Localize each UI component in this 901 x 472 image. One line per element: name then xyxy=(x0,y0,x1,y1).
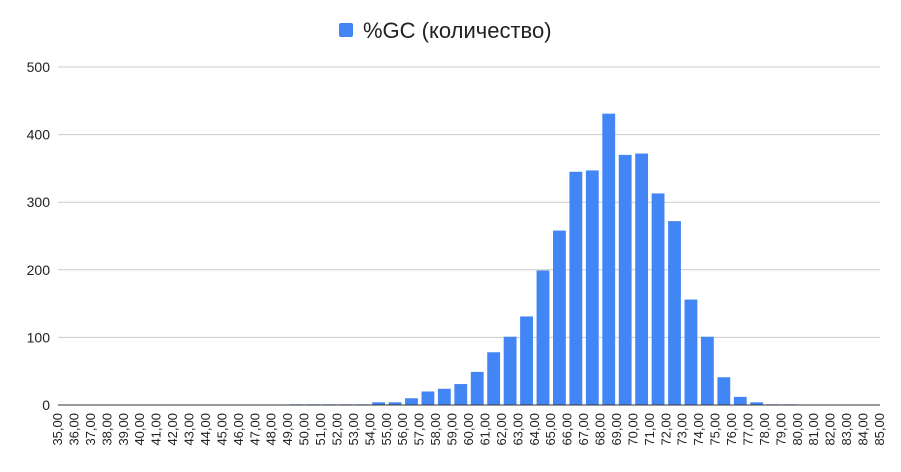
bar-68-00 xyxy=(602,113,616,406)
x-tick-label: 58,00 xyxy=(428,413,443,446)
x-tick-label: 74,00 xyxy=(691,413,706,446)
x-tick-label: 80,00 xyxy=(790,413,805,446)
x-tick-label: 49,00 xyxy=(280,413,295,446)
x-tick-label: 70,00 xyxy=(625,413,640,446)
x-tick-label: 46,00 xyxy=(231,413,246,446)
x-tick-label: 53,00 xyxy=(346,413,361,446)
y-tick-label: 400 xyxy=(27,127,51,143)
x-tick-label: 40,00 xyxy=(132,413,147,446)
bar-65-00 xyxy=(553,230,566,405)
x-tick-label: 36,00 xyxy=(66,413,81,446)
x-tick-labels: 35,00 36,00 37,00 38,00 39,00 40,00 41,00 42,00… xyxy=(50,413,887,446)
bar-76-00 xyxy=(733,396,747,405)
x-tick-label: 67,00 xyxy=(576,413,591,446)
x-tick-label: 72,00 xyxy=(658,413,673,446)
bar-64-00 xyxy=(536,270,550,405)
legend-label: %GC (количество) xyxy=(363,18,552,43)
bar-60-00 xyxy=(470,371,484,405)
x-tick-label: 64,00 xyxy=(527,413,542,446)
bar-70-00 xyxy=(635,153,649,405)
x-tick-label: 75,00 xyxy=(708,413,723,446)
bar-59-00 xyxy=(454,384,468,405)
x-tick-label: 48,00 xyxy=(264,413,279,446)
x-tick-label: 82,00 xyxy=(823,413,838,446)
bar-74-00 xyxy=(700,336,714,405)
x-tick-label: 41,00 xyxy=(149,413,164,446)
bar-61-00 xyxy=(487,352,501,405)
x-tick-label: 68,00 xyxy=(593,413,608,446)
x-tick-label: 38,00 xyxy=(99,413,114,446)
x-tick-label: 78,00 xyxy=(757,413,772,446)
bar-75-00 xyxy=(717,377,731,405)
x-tick-label: 42,00 xyxy=(165,413,180,446)
bar-55-00 xyxy=(388,402,402,405)
bars xyxy=(289,113,796,406)
x-tick-label: 52,00 xyxy=(329,413,344,446)
x-tick-label: 76,00 xyxy=(724,413,739,446)
y-tick-label: 100 xyxy=(27,329,51,345)
bar-62-00 xyxy=(503,336,517,405)
x-tick-label: 43,00 xyxy=(182,413,197,446)
bar-67-00 xyxy=(585,170,599,405)
x-tick-label: 57,00 xyxy=(412,413,427,446)
x-tick-label: 47,00 xyxy=(247,413,262,446)
x-tick-label: 69,00 xyxy=(609,413,624,446)
bar-58-00 xyxy=(437,388,451,405)
x-tick-label: 39,00 xyxy=(116,413,131,446)
legend: %GC (количество) xyxy=(339,18,552,43)
x-tick-label: 61,00 xyxy=(477,413,492,446)
x-tick-label: 44,00 xyxy=(198,413,213,446)
bar-73-00 xyxy=(684,299,698,405)
x-tick-label: 66,00 xyxy=(560,413,575,446)
x-tick-label: 35,00 xyxy=(50,413,65,446)
x-tick-label: 56,00 xyxy=(395,413,410,446)
grid-lines xyxy=(58,66,880,338)
y-tick-labels: 0 100 200 300 400 500 xyxy=(27,59,51,413)
y-tick-label: 300 xyxy=(27,194,51,210)
x-tick-label: 45,00 xyxy=(214,413,229,446)
x-tick-label: 83,00 xyxy=(839,413,854,446)
x-tick-label: 73,00 xyxy=(675,413,690,446)
x-tick-label: 55,00 xyxy=(379,413,394,446)
bar-77-00 xyxy=(750,402,764,405)
bar-66-00 xyxy=(569,171,583,405)
x-tick-label: 63,00 xyxy=(510,413,525,446)
x-tick-label: 59,00 xyxy=(445,413,460,446)
y-tick-label: 200 xyxy=(27,262,51,278)
x-tick-label: 81,00 xyxy=(806,413,821,446)
bar-69-00 xyxy=(618,154,632,405)
x-tick-label: 51,00 xyxy=(313,413,328,446)
bar-72-00 xyxy=(668,221,681,405)
bar-54-00 xyxy=(372,402,385,405)
bar-56-00 xyxy=(405,398,418,405)
x-tick-label: 60,00 xyxy=(461,413,476,446)
legend-swatch xyxy=(339,23,353,37)
bar-57-00 xyxy=(421,391,435,405)
x-tick-label: 50,00 xyxy=(297,413,312,446)
x-tick-label: 37,00 xyxy=(83,413,98,446)
x-tick-label: 84,00 xyxy=(856,413,871,446)
bar-71-00 xyxy=(651,193,665,405)
x-tick-label: 77,00 xyxy=(740,413,755,446)
x-tick-label: 62,00 xyxy=(494,413,509,446)
x-tick-label: 65,00 xyxy=(543,413,558,446)
y-tick-label: 500 xyxy=(27,59,51,75)
y-tick-label: 0 xyxy=(42,397,50,413)
x-tick-label: 54,00 xyxy=(362,413,377,446)
x-tick-label: 79,00 xyxy=(773,413,788,446)
x-tick-label: 85,00 xyxy=(872,413,887,446)
x-tick-label: 71,00 xyxy=(642,413,657,446)
bar-63-00 xyxy=(520,316,533,405)
